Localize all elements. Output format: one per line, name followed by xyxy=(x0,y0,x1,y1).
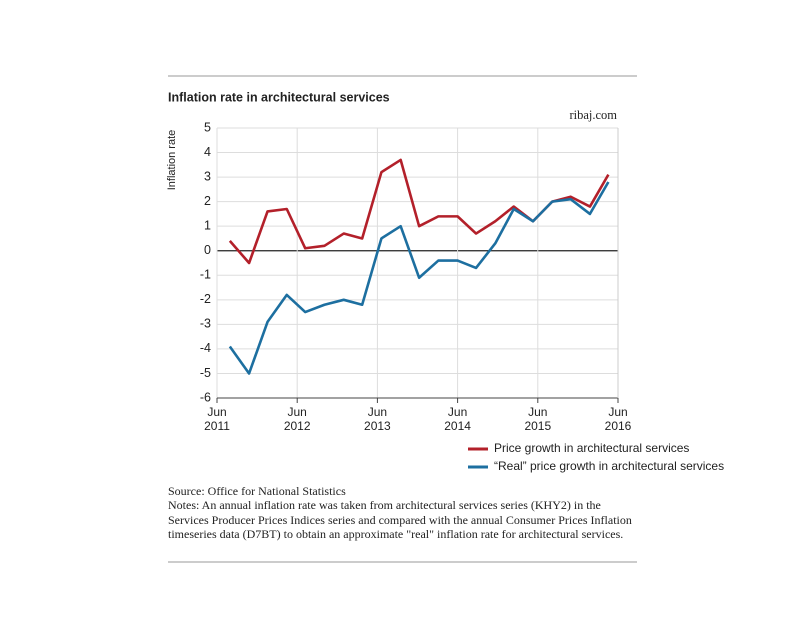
y-tick-label: 0 xyxy=(204,243,211,257)
y-tick-label: 5 xyxy=(204,120,211,134)
series-line xyxy=(228,158,610,265)
y-tick-label: 3 xyxy=(204,169,211,183)
legend-label: Price growth in architectural services xyxy=(494,441,689,455)
x-tick-label: Jun 2013 xyxy=(364,405,391,433)
y-axis-label: Inflation rate xyxy=(166,130,178,191)
x-tick-label: Jun 2015 xyxy=(524,405,552,433)
x-tick-label: Jun 2016 xyxy=(604,405,632,433)
y-tick-label: -4 xyxy=(200,341,211,355)
y-tick-label: 2 xyxy=(204,194,211,208)
source: Source: Office for National Statistics xyxy=(168,484,346,498)
y-tick-label: 1 xyxy=(204,218,211,232)
x-tick-label: Jun 2012 xyxy=(283,405,311,433)
x-tick-label: Jun 2011 xyxy=(204,405,230,433)
y-tick-label: 4 xyxy=(204,145,211,159)
y-tick-label: -5 xyxy=(200,366,211,380)
series-line xyxy=(228,181,610,375)
x-tick-label: Jun 2014 xyxy=(444,405,471,433)
y-tick-label: -3 xyxy=(200,317,211,331)
legend-label: “Real” price growth in architectural ser… xyxy=(494,459,724,473)
y-tick-label: -2 xyxy=(200,292,211,306)
y-tick-label: -6 xyxy=(200,390,211,404)
site-label: ribaj.com xyxy=(569,108,617,122)
chart-title: Inflation rate in architectural services xyxy=(168,90,390,104)
notes: Notes: An annual inflation rate was take… xyxy=(168,498,632,541)
y-tick-label: -1 xyxy=(200,268,211,282)
